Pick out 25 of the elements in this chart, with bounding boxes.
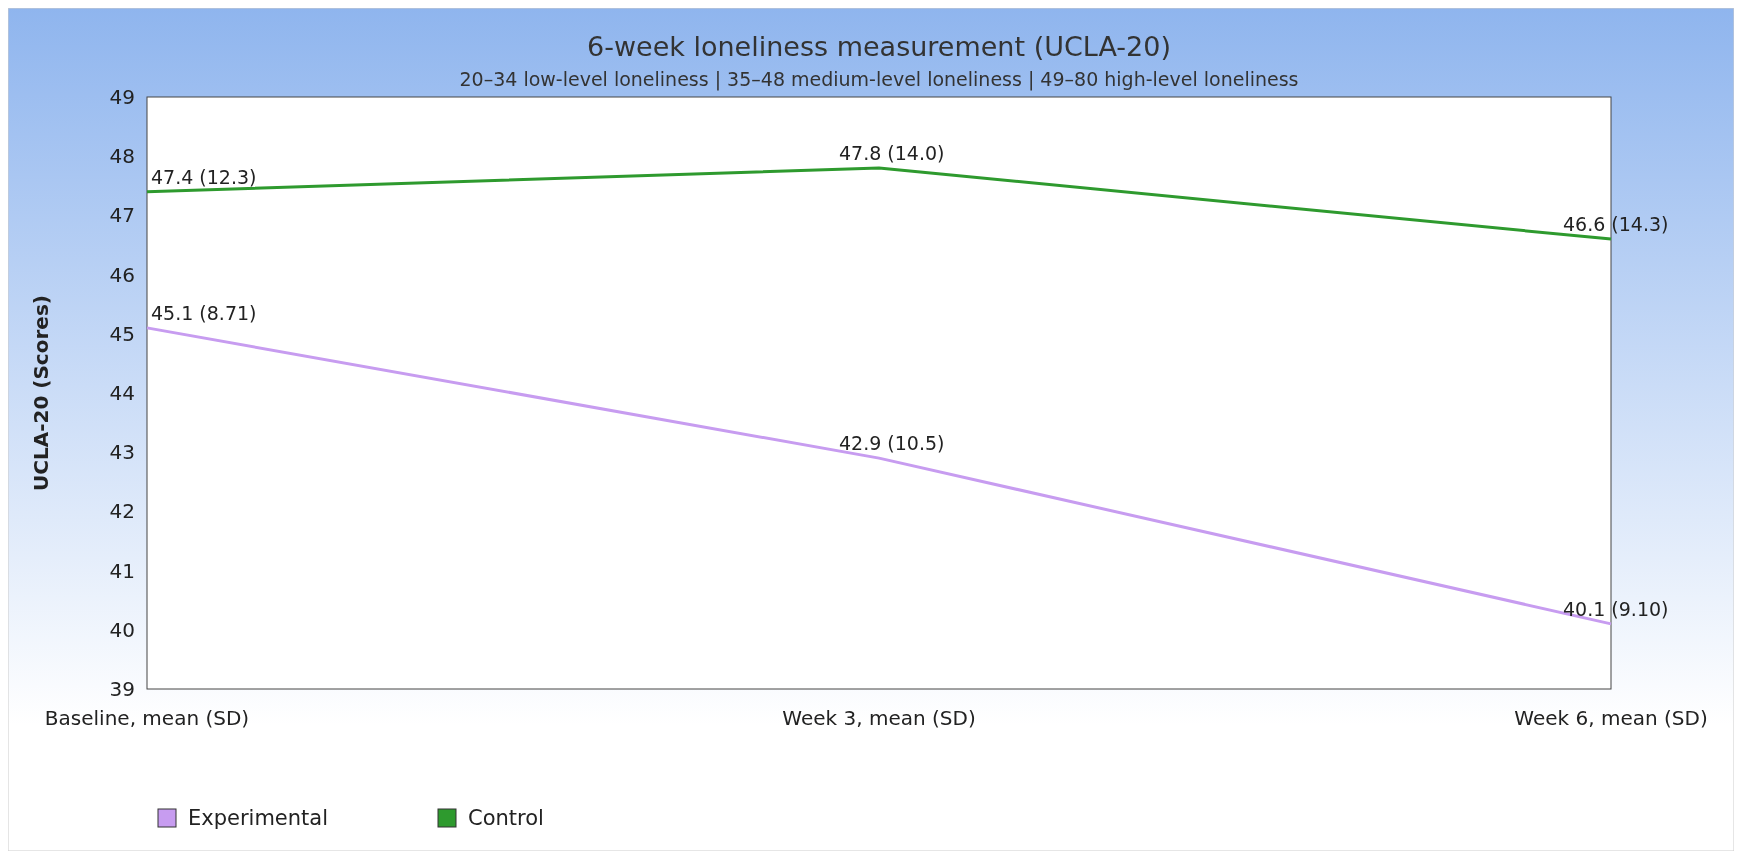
y-tick-label: 39 [109,677,135,701]
legend-label: Control [468,806,544,831]
y-axis-title: UCLA-20 (Scores) [29,295,53,491]
data-label: 46.6 (14.3) [1563,213,1669,236]
y-tick-label: 47 [109,203,135,228]
y-tick-label: 40 [109,617,135,642]
x-tick-label: Baseline, mean (SD) [44,706,250,730]
y-tick-label: 49 [109,85,135,109]
y-tick-label: 43 [109,440,135,465]
data-label: 45.1 (8.71) [151,301,257,324]
x-tick-label: Week 3, mean (SD) [782,706,976,730]
chart-title: 6-week loneliness measurement (UCLA-20) [587,31,1171,62]
chart-subtitle: 20–34 low-level loneliness | 35–48 medium-level loneliness | 49–80 high-level loneliness [459,68,1299,91]
data-label: 40.1 (9.10) [1563,597,1669,620]
y-tick-label: 42 [109,499,135,524]
y-tick-label: 44 [109,381,135,405]
data-label: 47.8 (14.0) [839,142,945,165]
y-tick-label: 48 [109,144,135,169]
y-tick-label: 41 [109,558,135,583]
x-tick-label: Week 6, mean (SD) [1514,706,1708,730]
y-tick-label: 45 [109,321,135,346]
data-label: 47.4 (12.3) [151,165,257,188]
y-tick-label: 46 [109,262,135,287]
legend-label: Experimental [188,806,329,831]
data-label: 42.9 (10.5) [839,432,945,455]
